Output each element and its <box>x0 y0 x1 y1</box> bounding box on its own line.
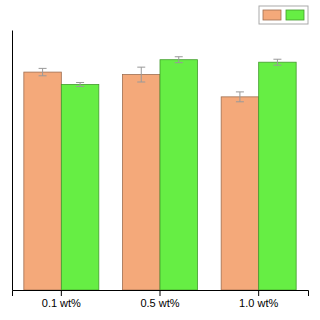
error-cap <box>39 75 47 76</box>
legend-swatch <box>263 10 281 20</box>
error-cap <box>39 68 47 69</box>
error-cap <box>137 67 145 68</box>
bar <box>259 62 296 290</box>
error-cap <box>175 62 183 63</box>
marks <box>24 57 296 290</box>
error-line <box>277 59 278 65</box>
x-tick: 0.1 wt% <box>42 290 81 309</box>
error-line <box>178 57 179 63</box>
error-cap <box>137 82 145 83</box>
error-bar <box>76 82 84 86</box>
x-tick-label: 0.1 wt% <box>42 297 81 309</box>
error-cap <box>273 65 281 66</box>
y-axis <box>12 31 13 291</box>
chart: 0.1 wt% 0.5 wt% 1.0 wt% <box>0 0 320 320</box>
error-cap <box>236 101 244 102</box>
error-cap <box>76 82 84 83</box>
legend-swatch <box>286 10 304 20</box>
x-axis-line <box>13 291 309 297</box>
error-bar <box>39 68 47 75</box>
error-cap <box>273 59 281 60</box>
y-axis-line <box>12 31 13 291</box>
bar <box>61 84 98 290</box>
legend-frame <box>259 6 308 24</box>
error-bar <box>137 67 145 82</box>
x-tick-mark <box>160 290 161 296</box>
x-tick-label: 0.5 wt% <box>140 297 179 309</box>
bar <box>221 97 258 290</box>
x-tick: 1.0 wt% <box>239 290 278 309</box>
error-bar <box>175 57 183 63</box>
error-bar <box>236 92 244 102</box>
series <box>61 57 296 290</box>
x-tick-mark <box>258 290 259 296</box>
bar <box>123 75 160 290</box>
error-cap <box>175 56 183 57</box>
error-bar <box>273 59 281 65</box>
error-line <box>80 82 81 86</box>
error-line <box>239 92 240 102</box>
x-tick-mark <box>61 290 62 296</box>
error-line <box>42 68 43 75</box>
bar <box>160 60 197 290</box>
x-tick-label: 1.0 wt% <box>239 297 278 309</box>
error-cap <box>76 86 84 87</box>
plot: 0.1 wt% 0.5 wt% 1.0 wt% <box>13 31 309 309</box>
error-line <box>141 67 142 82</box>
x-tick: 0.5 wt% <box>140 290 179 309</box>
x-axis: 0.1 wt% 0.5 wt% 1.0 wt% <box>13 290 309 309</box>
legend <box>259 6 308 24</box>
series <box>24 67 259 290</box>
bar <box>24 72 61 290</box>
error-cap <box>236 91 244 92</box>
